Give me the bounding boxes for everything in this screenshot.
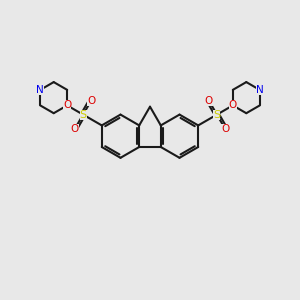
Text: O: O <box>63 100 71 110</box>
Text: N: N <box>36 85 44 95</box>
Text: O: O <box>221 124 229 134</box>
Text: S: S <box>213 110 220 120</box>
Text: O: O <box>205 96 213 106</box>
Text: O: O <box>87 96 95 106</box>
Text: O: O <box>229 100 237 110</box>
Text: N: N <box>256 85 264 95</box>
Text: S: S <box>80 110 87 120</box>
Text: O: O <box>71 124 79 134</box>
